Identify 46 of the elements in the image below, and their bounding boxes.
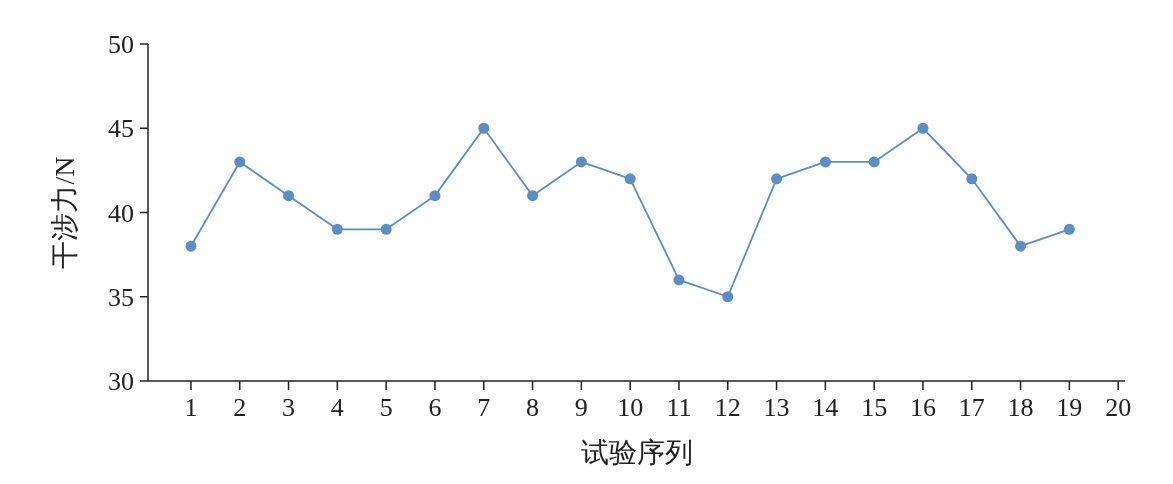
- x-tick-label: 13: [763, 393, 790, 422]
- y-tick-label: 35: [108, 282, 134, 312]
- y-tick-label: 50: [108, 30, 134, 59]
- point: [673, 274, 685, 286]
- point: [478, 122, 490, 134]
- point: [1063, 223, 1075, 235]
- x-tick-label: 15: [861, 393, 888, 422]
- point: [527, 190, 539, 202]
- y-tick-label: 40: [108, 198, 134, 228]
- x-tick-label: 1: [184, 393, 198, 422]
- x-tick-label: 5: [379, 393, 393, 422]
- point: [966, 173, 978, 185]
- x-tick-label: 7: [477, 393, 491, 422]
- x-tick-label: 10: [617, 393, 644, 422]
- x-tick-label: 20: [1105, 393, 1132, 422]
- x-tick-label: 11: [666, 393, 692, 422]
- y-axis-title: 干涉力/N: [49, 156, 80, 269]
- x-tick-label: 18: [1007, 393, 1034, 422]
- point: [380, 223, 392, 235]
- y-tick-label: 30: [108, 367, 134, 396]
- x-tick-label: 19: [1056, 393, 1083, 422]
- point: [624, 173, 636, 185]
- x-tick-label: 4: [330, 393, 344, 422]
- point: [234, 156, 246, 168]
- x-tick-label: 2: [233, 393, 247, 422]
- x-tick-label: 16: [909, 393, 936, 422]
- x-tick-label: 8: [526, 393, 540, 422]
- point: [575, 156, 587, 168]
- x-tick-label: 14: [812, 393, 839, 422]
- point: [283, 190, 295, 202]
- x-tick-label: 17: [958, 393, 985, 422]
- y-tick-label: 45: [108, 114, 134, 144]
- point: [429, 190, 441, 202]
- x-axis-title: 试验序列: [580, 437, 693, 468]
- point: [1015, 240, 1027, 252]
- point: [868, 156, 880, 168]
- point: [185, 240, 197, 252]
- point: [331, 223, 343, 235]
- point: [819, 156, 831, 168]
- point: [917, 122, 929, 134]
- x-tick-label: 12: [714, 393, 741, 422]
- point: [722, 291, 734, 303]
- x-tick-label: 6: [428, 393, 442, 422]
- x-tick-label: 3: [282, 393, 296, 422]
- x-tick-label: 9: [574, 393, 588, 422]
- point: [771, 173, 783, 185]
